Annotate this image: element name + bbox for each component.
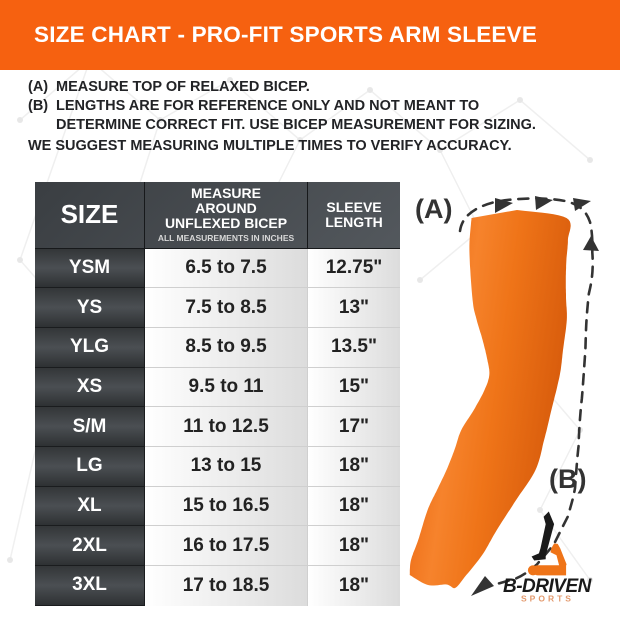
svg-text:SPORTS: SPORTS — [521, 594, 574, 604]
svg-text:(A): (A) — [415, 194, 452, 224]
svg-text:(B): (B) — [549, 464, 586, 494]
